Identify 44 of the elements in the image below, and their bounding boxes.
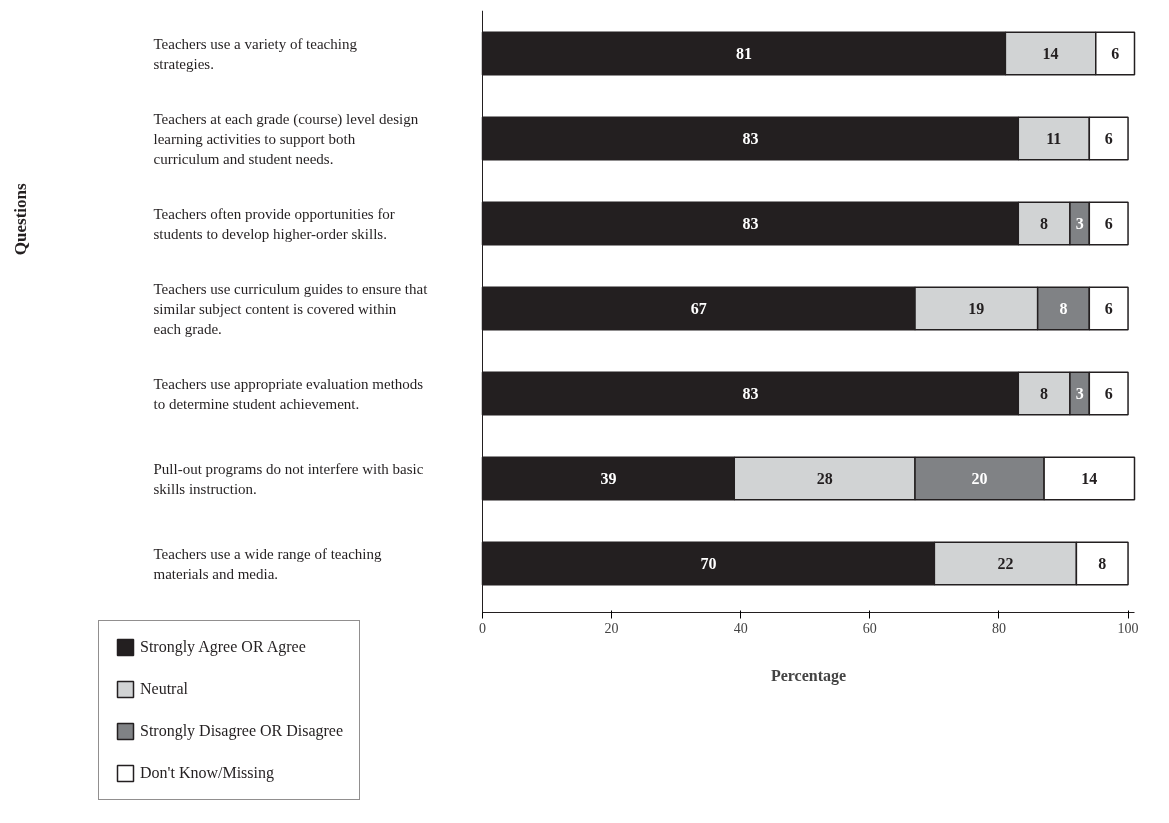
data-label: 83 [742,215,759,232]
legend-label: Don't Know/Missing [140,764,275,782]
y-tick-label: Teachers use appropriate evaluation methods to determine student achievement. [153,375,424,412]
y-tick-label: Teachers use curriculum guides to ensure that similar subject content is covered within each grade. [153,280,429,337]
x-tick-label: 100 [1117,621,1139,637]
y-tick-label: Teachers often provide opportunities for students to develop higher-order skills. [153,205,395,242]
legend-label: Neutral [140,680,188,698]
text: Questions [11,182,30,256]
y-tick-label: Teachers at each grade (course) level design learning activities to support both curriculum and student needs. [153,110,419,167]
data-label: 70 [700,555,717,572]
data-label: 6 [1104,385,1113,402]
y-tick-label: Teachers use a wide range of teaching materials and media. [153,545,382,582]
data-label: 11 [1046,130,1062,147]
data-label: 14 [1081,470,1098,487]
data-label: 83 [742,385,759,402]
data-label: 39 [600,470,617,487]
x-tick-label: 0 [479,621,486,637]
data-label: 14 [1042,45,1059,62]
data-label: 6 [1104,130,1113,147]
legend-label: Strongly Agree OR Agree [140,638,306,656]
data-label: 6 [1104,300,1113,317]
legend-label: Strongly Disagree OR Disagree [140,722,344,740]
x-axis-title: Percentage [770,666,847,685]
data-label: 8 [1040,215,1049,232]
data-label: 22 [997,555,1014,572]
data-label: 8 [1059,300,1068,317]
x-tick-label: 60 [862,621,877,637]
data-label: 20 [971,470,988,487]
data-label: 3 [1075,385,1084,402]
data-label: 8 [1098,555,1107,572]
data-label: 19 [968,300,985,317]
y-tick-label: Teachers use a variety of teaching strategies. [153,35,358,72]
data-label: 6 [1111,45,1120,62]
data-label: 81 [735,45,752,62]
x-tick-label: 80 [991,621,1006,637]
y-tick-label: Pull-out programs do not interfere with basic skills instruction. [153,460,424,497]
x-tick-label: 20 [604,621,619,637]
data-label: 6 [1104,215,1113,232]
data-label: 83 [742,130,759,147]
data-label: 67 [690,300,707,317]
x-tick-label: 40 [733,621,748,637]
data-label: 3 [1075,215,1084,232]
data-label: 28 [816,470,833,487]
data-label: 8 [1040,385,1049,402]
